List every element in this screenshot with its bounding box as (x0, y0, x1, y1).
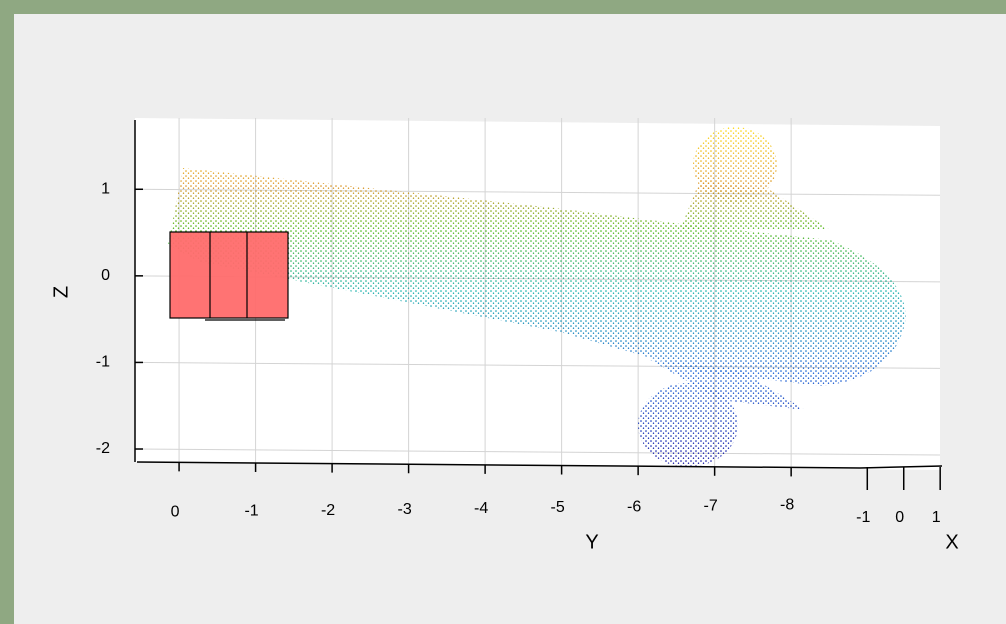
x-tick-label: 1 (932, 509, 941, 526)
y-tick-label: -4 (474, 500, 488, 517)
chart: Z Y X 1 0 -1 -2 0 -1 -2 -3 -4 -5 -6 -7 -8 -1 0 1 (0, 0, 1006, 624)
y-tick-label: -3 (397, 501, 411, 518)
y-tick-label: -8 (780, 497, 794, 514)
y-axis-label: Y (585, 531, 598, 553)
z-tick-label: -2 (96, 440, 110, 457)
x-tick-label: -1 (856, 509, 870, 526)
z-axis-label: Z (50, 286, 72, 298)
red-box (170, 232, 288, 320)
y-tick-label: -2 (321, 502, 335, 519)
z-tick-label: 1 (101, 180, 110, 197)
x-axis-label: X (945, 531, 958, 553)
y-tick-label: -6 (627, 498, 641, 515)
z-tick-label: -1 (96, 354, 110, 371)
y-tick-label: -5 (551, 499, 565, 516)
y-tick-label: -7 (704, 498, 718, 515)
y-tick-label: 0 (171, 504, 180, 521)
y-tick-label: -1 (244, 503, 258, 520)
x-tick-label: 0 (895, 509, 904, 526)
z-tick-label: 0 (101, 267, 110, 284)
